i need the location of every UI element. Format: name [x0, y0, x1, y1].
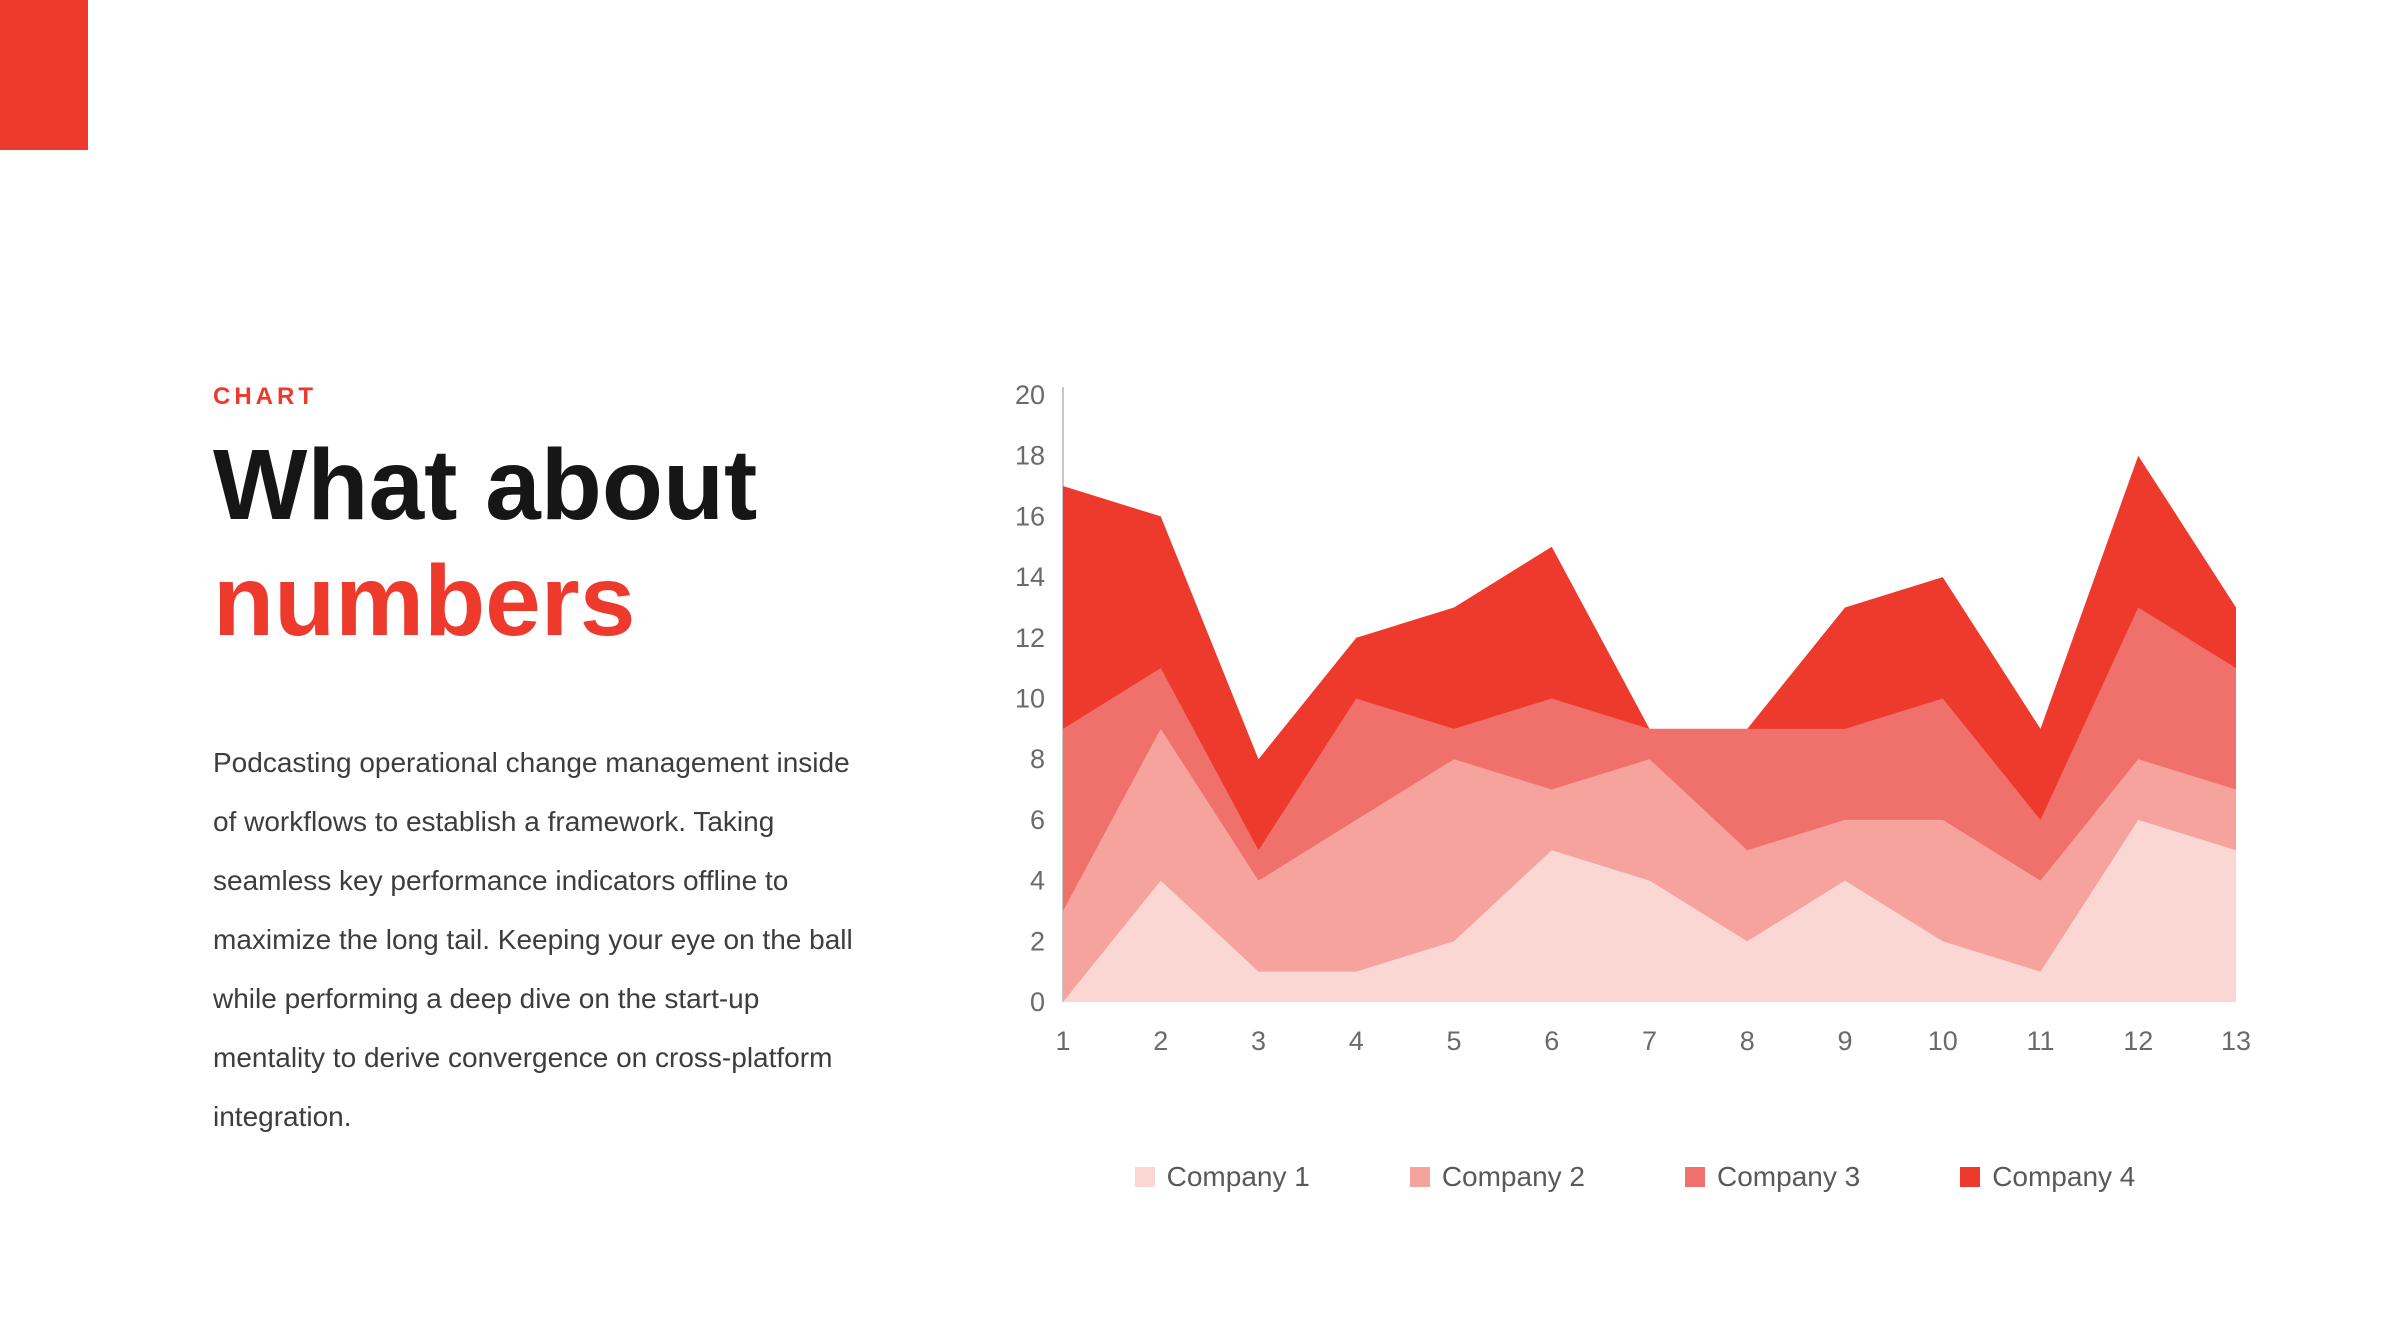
title-line-1: What about	[213, 429, 758, 541]
y-tick-label: 14	[1015, 562, 1045, 592]
legend-label: Company 2	[1441, 1161, 1585, 1192]
y-tick-label: 8	[1030, 744, 1045, 774]
x-tick-label: 13	[2221, 1026, 2251, 1056]
x-tick-label: 5	[1446, 1026, 1461, 1056]
y-tick-label: 4	[1030, 866, 1045, 896]
legend-item: Company 2	[1409, 1161, 1585, 1193]
legend-label: Company 4	[1992, 1161, 2136, 1192]
body-paragraph: Podcasting operational change management…	[213, 747, 853, 1132]
title-line-2: numbers	[213, 545, 636, 657]
x-tick-label: 4	[1349, 1026, 1364, 1056]
x-tick-label: 2	[1153, 1026, 1168, 1056]
legend-swatch-icon	[1409, 1167, 1430, 1187]
x-tick-label: 11	[2026, 1026, 2054, 1056]
chart-legend: Company 1 Company 2 Company 3 Company 4	[970, 1161, 2300, 1193]
x-tick-label: 9	[1837, 1026, 1852, 1056]
legend-label: Company 3	[1717, 1161, 1861, 1192]
area-chart: 0 2 4 6 8 10 12 14 16 18 20 1 2 3 4 5 6 7 8 9 10 11 12 13 Compa…	[970, 367, 2300, 1193]
x-tick-label: 10	[1928, 1026, 1958, 1056]
y-tick-label: 0	[1030, 987, 1045, 1017]
legend-item: Company 4	[1960, 1161, 2135, 1193]
area-series-company-1	[1063, 819, 2236, 1002]
corner-accent-block	[0, 0, 88, 150]
legend-swatch-icon	[1685, 1167, 1705, 1187]
y-tick-label: 12	[1015, 623, 1045, 653]
y-tick-label: 10	[1015, 684, 1045, 714]
legend-label: Company 1	[1166, 1161, 1310, 1192]
legend-swatch-icon	[1134, 1167, 1155, 1187]
eyebrow-label: CHART	[213, 383, 317, 410]
x-tick-label: 12	[2123, 1026, 2153, 1056]
x-tick-label: 1	[1055, 1026, 1070, 1056]
legend-swatch-icon	[1960, 1167, 1981, 1187]
y-tick-label: 20	[1015, 380, 1045, 410]
y-tick-label: 16	[1015, 501, 1045, 531]
x-tick-label: 6	[1544, 1026, 1559, 1056]
slide-title: What about numbers	[213, 427, 913, 659]
x-tick-label: 8	[1740, 1026, 1755, 1056]
x-tick-label: 7	[1642, 1026, 1657, 1056]
text-column: CHART What about numbers Podcasting oper…	[213, 383, 913, 1146]
legend-item: Company 1	[1134, 1161, 1310, 1193]
area-series-company-2	[1063, 728, 2236, 1002]
y-tick-label: 18	[1015, 441, 1045, 471]
y-tick-label: 2	[1030, 926, 1045, 956]
x-tick-label: 3	[1251, 1026, 1266, 1056]
legend-item: Company 3	[1685, 1161, 1860, 1193]
y-tick-label: 6	[1030, 805, 1045, 835]
